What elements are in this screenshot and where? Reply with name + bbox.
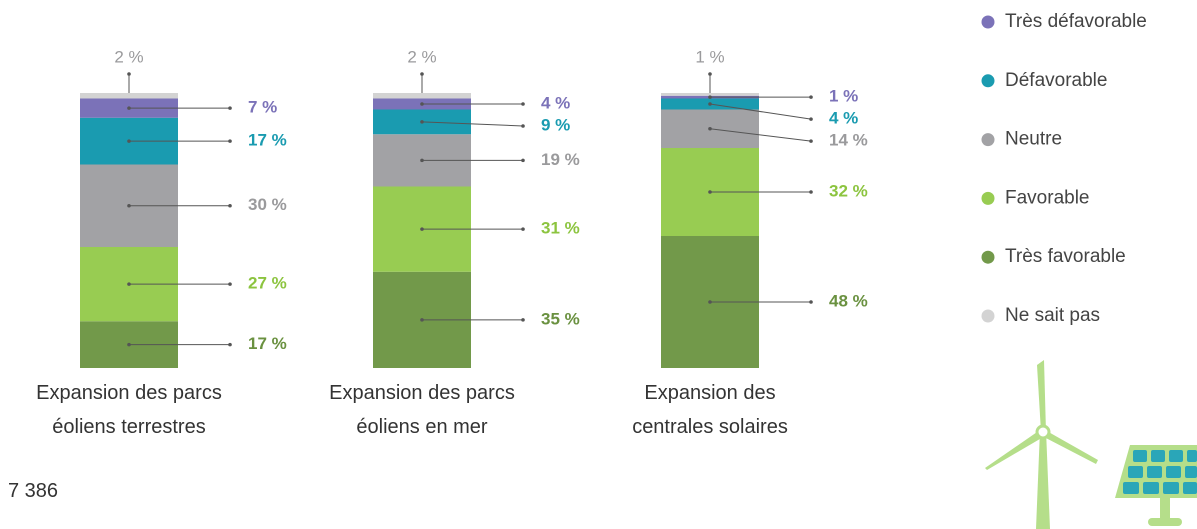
leader-dot bbox=[228, 282, 232, 286]
value-label: 48 % bbox=[829, 291, 868, 310]
legend-label: Ne sait pas bbox=[1005, 305, 1100, 326]
leader-dot bbox=[708, 102, 712, 106]
value-label: 31 % bbox=[541, 219, 580, 238]
leader-dot bbox=[420, 227, 424, 231]
legend-swatch bbox=[981, 74, 995, 88]
leader-dot bbox=[521, 158, 525, 163]
leader-dot bbox=[521, 102, 525, 106]
leader-dot bbox=[809, 139, 813, 143]
leader-dot bbox=[228, 342, 232, 347]
leader-line bbox=[709, 103, 812, 120]
value-label: 1 % bbox=[695, 47, 724, 66]
value-label: 4 % bbox=[541, 93, 570, 112]
category-label: Expansion des centrales solaires bbox=[632, 382, 788, 438]
leader-dot bbox=[228, 139, 232, 143]
value-label: 9 % bbox=[541, 115, 570, 134]
value-label: 17 % bbox=[248, 131, 287, 150]
category-label: Expansion des parcs éoliens terrestres bbox=[36, 382, 222, 438]
legend-swatch bbox=[981, 133, 995, 147]
leader-line bbox=[709, 128, 812, 142]
bar-segment bbox=[80, 93, 178, 99]
sample-size: 7 386 bbox=[8, 480, 59, 502]
legend-label: Défavorable bbox=[1005, 70, 1107, 91]
leader-dot bbox=[809, 300, 813, 304]
bar-segment bbox=[373, 93, 471, 99]
leader-dot bbox=[708, 95, 712, 99]
value-label: 17 % bbox=[248, 334, 287, 353]
legend-swatch bbox=[981, 250, 995, 264]
leader-dot bbox=[127, 72, 131, 76]
leader-dot bbox=[127, 203, 131, 208]
bar-segment bbox=[661, 93, 759, 96]
leader-dot bbox=[708, 190, 712, 194]
solar-panel-icon bbox=[1115, 445, 1197, 526]
leader-dot bbox=[809, 117, 813, 121]
leader-dot bbox=[708, 300, 712, 304]
leader-dot bbox=[228, 203, 232, 208]
value-label: 2 % bbox=[114, 47, 143, 66]
value-label: 30 % bbox=[248, 195, 287, 214]
legend-label: Favorable bbox=[1005, 187, 1090, 208]
leader-dot bbox=[127, 342, 131, 347]
value-label: 14 % bbox=[829, 131, 868, 150]
legend-swatch bbox=[981, 191, 995, 205]
legend-swatch bbox=[981, 15, 995, 29]
value-label: 19 % bbox=[541, 150, 580, 169]
value-label: 1 % bbox=[829, 87, 858, 106]
value-label: 4 % bbox=[829, 109, 858, 128]
leader-dot bbox=[420, 72, 424, 76]
leader-dot bbox=[521, 124, 525, 128]
leader-dot bbox=[420, 158, 424, 163]
leader-dot bbox=[809, 190, 813, 194]
leader-dot bbox=[521, 227, 525, 231]
leader-dot bbox=[127, 282, 131, 286]
leader-dot bbox=[127, 139, 131, 143]
value-label: 2 % bbox=[407, 47, 436, 66]
legend-label: Très favorable bbox=[1005, 246, 1126, 267]
leader-dot bbox=[708, 126, 712, 131]
value-label: 7 % bbox=[248, 98, 277, 117]
legend-label: Neutre bbox=[1005, 129, 1062, 150]
leader-line bbox=[421, 121, 524, 127]
value-label: 27 % bbox=[248, 274, 287, 293]
leader-dot bbox=[420, 318, 424, 322]
wind-turbine-icon bbox=[985, 360, 1098, 529]
value-label: 32 % bbox=[829, 181, 868, 200]
category-label: Expansion des parcs éoliens en mer bbox=[329, 382, 515, 438]
leader-dot bbox=[127, 106, 131, 110]
leader-dot bbox=[809, 95, 813, 99]
legend-swatch bbox=[981, 309, 995, 323]
leader-dot bbox=[521, 318, 525, 322]
leader-dot bbox=[228, 106, 232, 110]
leader-dot bbox=[420, 120, 424, 124]
leader-dot bbox=[708, 72, 712, 76]
value-label: 35 % bbox=[541, 309, 580, 328]
leader-dot bbox=[420, 102, 424, 106]
legend-label: Très défavorable bbox=[1005, 11, 1147, 32]
